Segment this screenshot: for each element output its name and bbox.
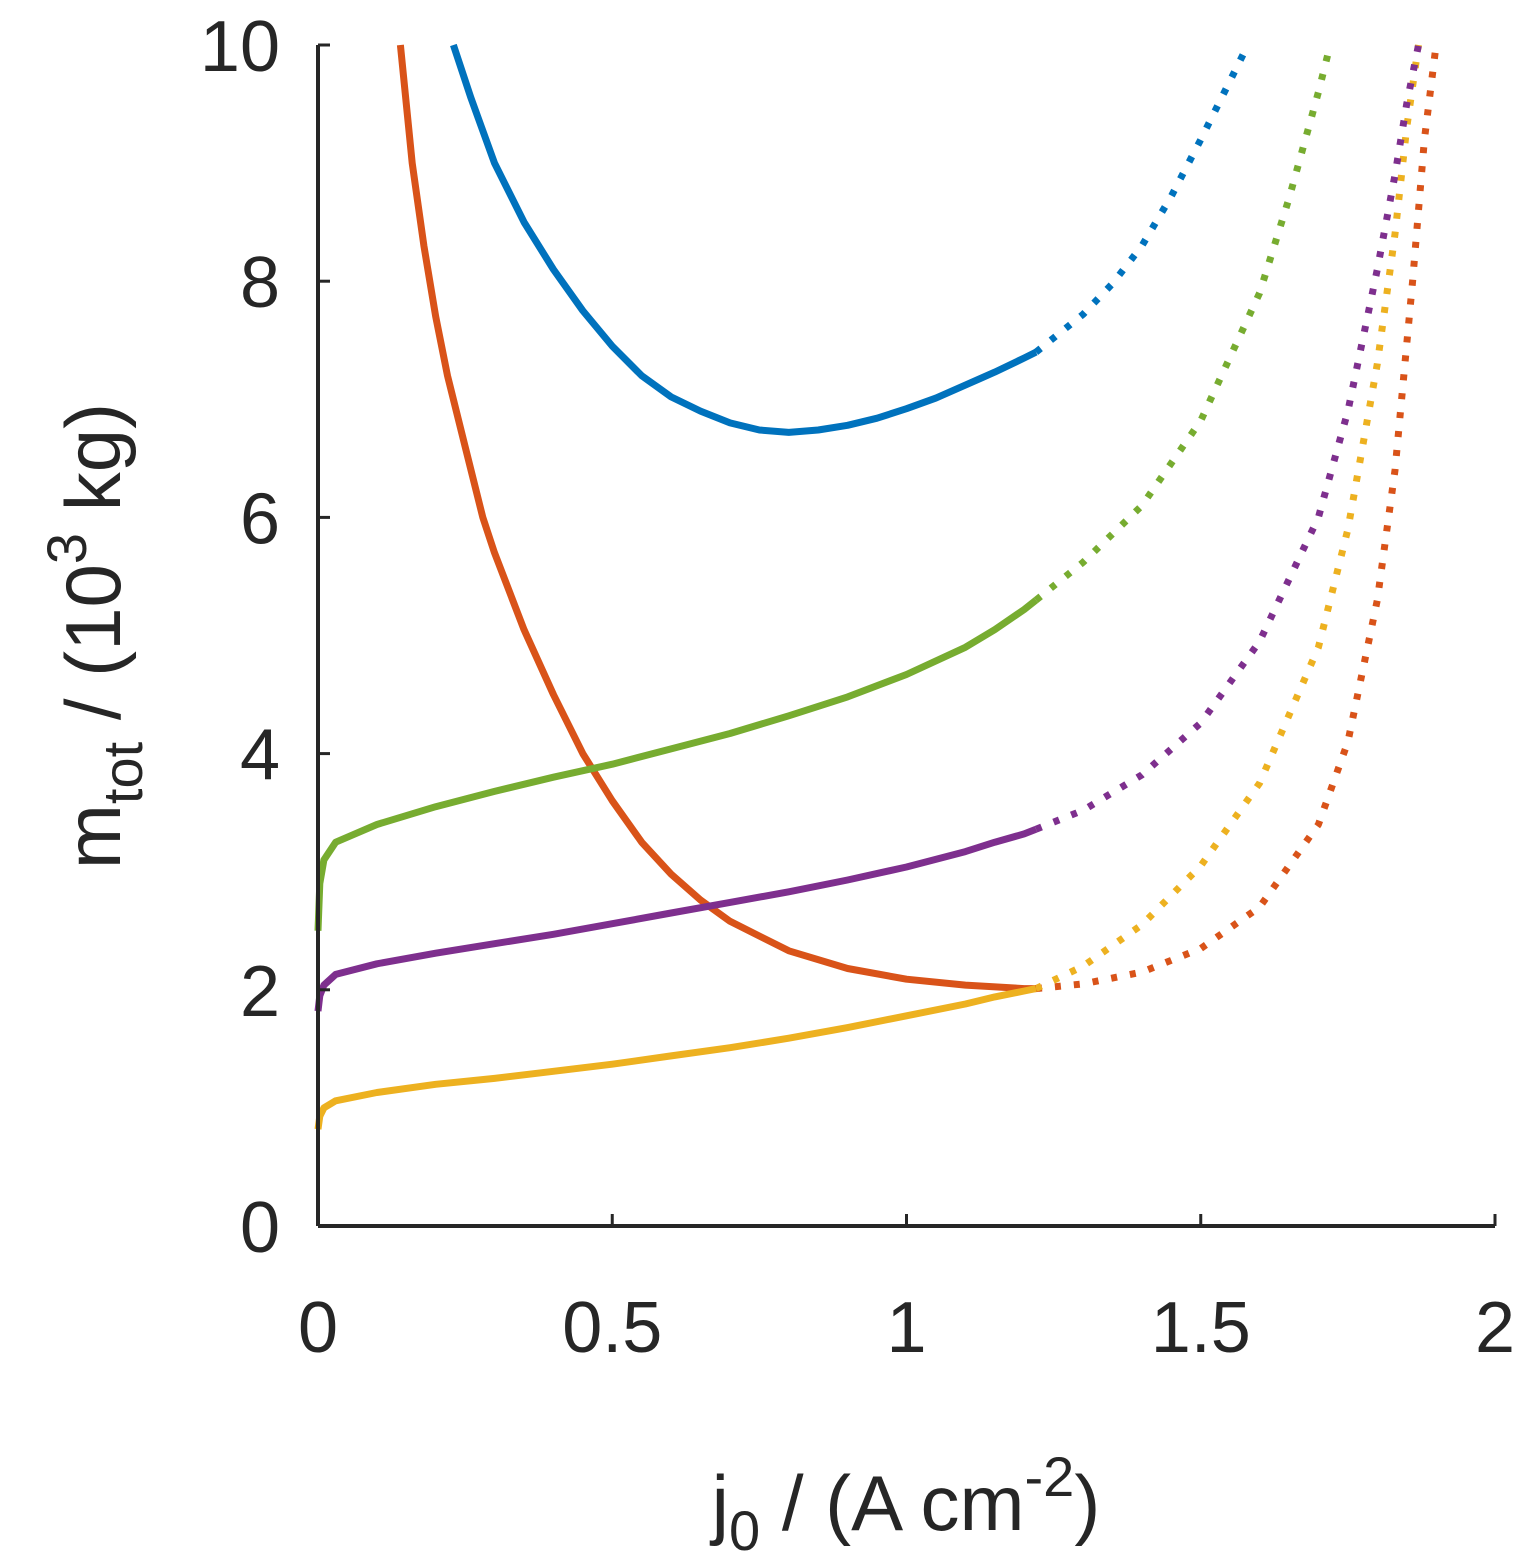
y-axis-title-unit: / (10 — [49, 564, 137, 742]
series-blue-dotted-line — [1033, 43, 1251, 355]
y-axis-title-base: m — [49, 804, 137, 869]
y-tick-label: 0 — [240, 1188, 280, 1268]
x-axis-title-end: ) — [1074, 1459, 1100, 1547]
y-axis-title-sub: tot — [91, 741, 154, 804]
y-axis-title-end: kg) — [49, 403, 137, 533]
series-orange-dotted-line — [1035, 44, 1440, 993]
plot-series — [314, 43, 1440, 1130]
x-axis-title-base: j — [710, 1459, 729, 1547]
x-tick-label: 1 — [886, 1288, 926, 1368]
series-green-dotted-line — [1033, 44, 1334, 603]
y-ticks: 0 2 4 6 8 10 — [200, 7, 330, 1268]
series-purple-solid-line — [314, 825, 1038, 1012]
y-axis-title: mtot / (103 kg) — [35, 403, 154, 869]
x-axis-title-sub: 0 — [729, 1499, 760, 1554]
x-axis-title-unit: / (A cm — [760, 1459, 1024, 1547]
y-tick-label: 10 — [200, 7, 280, 87]
y-axis-title-sup: 3 — [35, 533, 98, 564]
y-tick-label: 4 — [240, 716, 280, 796]
x-ticks: 0 0.5 1 1.5 2 — [298, 1214, 1515, 1368]
x-axis-title-sup: -2 — [1025, 1445, 1075, 1508]
series-green-solid-line — [314, 597, 1039, 931]
series-purple-dotted-line — [1034, 44, 1422, 833]
series-blue-solid-line — [450, 43, 1038, 436]
axes — [316, 45, 1495, 1228]
series-orange-solid-line — [396, 44, 1036, 993]
x-tick-label: 0.5 — [562, 1288, 662, 1368]
x-axis-title: j0 / (A cm-2) — [710, 1445, 1101, 1554]
x-tick-label: 1.5 — [1151, 1288, 1251, 1368]
x-tick-label: 2 — [1475, 1288, 1515, 1368]
y-tick-label: 6 — [240, 479, 280, 559]
series-yellow-dotted-line — [1034, 44, 1422, 992]
x-tick-label: 0 — [298, 1288, 338, 1368]
y-tick-label: 8 — [240, 243, 280, 323]
series-yellow-solid-line — [314, 985, 1037, 1130]
y-tick-label: 2 — [240, 952, 280, 1032]
